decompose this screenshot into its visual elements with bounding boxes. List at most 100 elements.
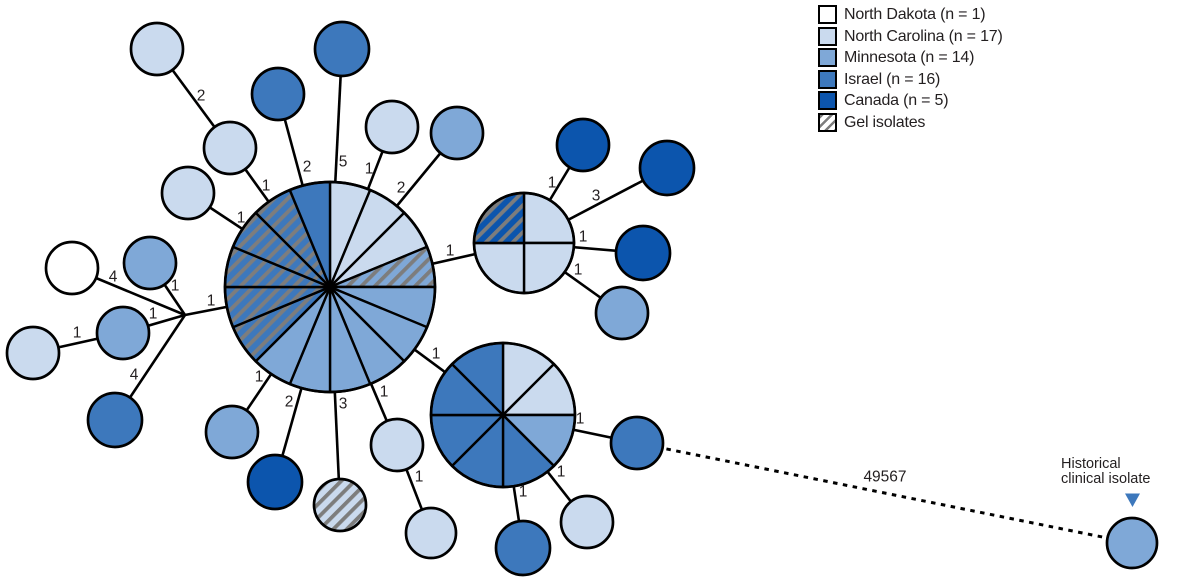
node-c-nc-2 [204,122,256,174]
edge-label: 3 [339,396,348,413]
node-c-il-3 [88,393,142,447]
edge-label: 1 [171,278,180,295]
pie-slice-gel-overlay [255,189,330,287]
node-c-il-2-outline [313,20,371,78]
node-c-mn-3-outline [95,305,151,361]
legend-item-canada: Canada (n = 5) [818,91,1003,110]
node-main-cluster [223,180,437,394]
legend-swatch-israel [818,69,837,89]
legend-swatch-gel-isolates [818,112,837,132]
historical-isolate-label: clinical isolate [1061,471,1150,487]
node-c-nc-1-outline [129,21,185,77]
node-c-nc-7-outline [404,506,458,560]
pie-slice-north_carolina [330,189,405,287]
edge-label: 2 [397,180,406,197]
legend: North Dakota (n = 1) North Carolina (n =… [818,5,1003,134]
edge-label: 1 [576,411,585,428]
node-c-mn-1 [431,107,483,159]
node-c-nd-1-outline [44,240,100,296]
edge-label: 1 [255,369,264,386]
node-c-mn-1-outline [429,105,485,161]
node-c-mn-4 [206,406,258,458]
pie-slice-north_carolina [474,243,524,293]
node-c-ca-2-outline [555,117,611,173]
pie-slice-israel [431,364,503,415]
pie-slice-north_carolina [524,243,574,293]
node-c-il-3-outline [86,391,144,449]
node-c-il-5 [496,521,550,575]
legend-label: Gel isolates [844,113,926,131]
pie-slice-gel-overlay [474,193,524,243]
node-c-nc-3-outline [364,99,420,155]
pie-slice-north_carolina [503,343,554,415]
node-c-nd-1 [46,242,98,294]
node-c-ca-4 [616,226,670,280]
edge-dashed [636,441,1133,545]
edge-label: 1 [557,464,566,481]
edge-label: 1 [237,210,246,227]
edge-label: 1 [446,243,455,260]
node-c-il-5-outline [494,519,552,577]
node-c-mn-2-outline [122,235,178,291]
node-c-nc-8-outline [559,494,615,550]
legend-item-north-carolina: North Carolina (n = 17) [818,26,1003,46]
edge-label: 1 [415,469,424,486]
historical-pointer-triangle-icon [1125,493,1140,507]
edge-label: 2 [303,159,312,176]
node-c-il-2 [315,22,369,76]
node-c-mn-5 [596,287,648,339]
labels-layer: 12 5 12111321112411141131111149567Historic… [73,88,1150,507]
node-c-ca-4-outline [614,224,672,282]
legend-item-minnesota: Minnesota (n = 14) [818,48,1003,67]
edge-label: 1 [73,325,82,342]
pie-slice-minnesota [330,287,428,362]
node-c-ca-1 [248,455,302,509]
node-c-il-1 [252,68,304,120]
legend-item-gel-isolates: Gel isolates [818,112,1003,132]
pie-slice-gel-overlay [232,212,330,287]
edge-label: 1 [149,306,158,323]
pie-slice-minnesota [503,415,575,466]
node-c-il-4 [611,417,663,469]
legend-label: Canada (n = 5) [844,92,949,109]
node-c-il-1-outline [250,66,306,122]
node-c-mn-4-outline [204,404,260,460]
node-c-ca-3-outline [638,139,696,197]
edge-label: 1 [262,178,271,195]
edge-label: 1 [207,293,216,310]
node-historical-isolate-outline [1105,516,1159,570]
node-cluster-quarters [472,191,576,295]
edge-label: 1 [548,175,557,192]
legend-item-israel: Israel (n = 16) [818,69,1003,89]
pie-slice-north_carolina [524,193,574,243]
pie-slice-israel [503,415,554,487]
legend-label: North Dakota (n = 1) [844,6,986,23]
pie-slice-gel-overlay [232,287,330,362]
node-c-nc-6 [371,419,423,471]
node-historical-isolate [1107,518,1157,568]
legend-label: North Carolina (n = 17) [844,27,1003,45]
pie-slice-minnesota [330,287,405,385]
pie-slice-north_carolina [503,364,575,415]
node-c-gel-1-outline [312,477,368,533]
node-c-mn-5-outline [594,285,650,341]
node-c-nc-5-outline [5,325,61,381]
edge-label: 1 [365,161,374,178]
node-c-nc-3 [366,101,418,153]
edge-label: 1 [574,262,583,279]
pie-slice-north_carolina [330,212,428,287]
legend-swatch-canada [818,91,837,110]
edge-label: 3 [592,188,601,205]
node-c-mn-2 [124,237,176,289]
node-c-nc-5 [7,327,59,379]
node-c-ca-2 [557,119,609,171]
edge-label: 4 [109,269,118,286]
edge-label: 2 [197,88,206,105]
pie-slice-israel [452,343,503,415]
nodes-layer [5,20,1159,577]
pie-slice-israel [452,415,503,487]
edge-label: 1 [519,484,528,501]
edge-label: 5 [339,154,348,171]
